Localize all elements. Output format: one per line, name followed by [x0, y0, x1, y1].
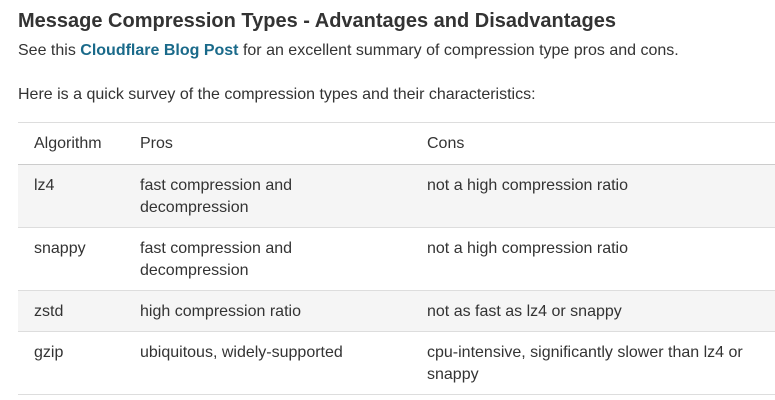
cell-cons: not a high compression ratio — [411, 227, 775, 291]
compression-table: Algorithm Pros Cons lz4 fast compression… — [18, 122, 775, 395]
intro-text-after: for an excellent summary of compression … — [238, 42, 679, 59]
header-cons: Cons — [411, 122, 775, 165]
intro-text-before: See this — [18, 42, 81, 59]
page-title: Message Compression Types - Advantages a… — [18, 10, 616, 32]
cloudflare-blog-link[interactable]: Cloudflare Blog Post — [80, 42, 239, 59]
table-row: zstd high compression ratio not as fast … — [18, 290, 775, 332]
table-row: lz4 fast compression and decompression n… — [18, 164, 775, 228]
cell-algorithm: gzip — [18, 331, 124, 395]
cell-cons: cpu-intensive, significantly slower than… — [411, 331, 775, 395]
cell-pros: fast compression and decompression — [124, 164, 411, 228]
cell-algorithm: snappy — [18, 227, 124, 291]
header-algorithm: Algorithm — [18, 122, 124, 165]
cell-pros: high compression ratio — [124, 290, 411, 332]
survey-paragraph: Here is a quick survey of the compressio… — [18, 86, 536, 103]
table-header-row: Algorithm Pros Cons — [18, 122, 775, 165]
cell-pros: fast compression and decompression — [124, 227, 411, 291]
cell-pros: ubiquitous, widely-supported — [124, 331, 411, 395]
cell-algorithm: lz4 — [18, 164, 124, 228]
table-row: gzip ubiquitous, widely-supported cpu-in… — [18, 331, 775, 395]
table-row: snappy fast compression and decompressio… — [18, 227, 775, 291]
intro-paragraph: See this Cloudflare Blog Post for an exc… — [18, 40, 679, 62]
header-pros: Pros — [124, 122, 411, 165]
cell-cons: not a high compression ratio — [411, 164, 775, 228]
cell-cons: not as fast as lz4 or snappy — [411, 290, 775, 332]
cell-algorithm: zstd — [18, 290, 124, 332]
